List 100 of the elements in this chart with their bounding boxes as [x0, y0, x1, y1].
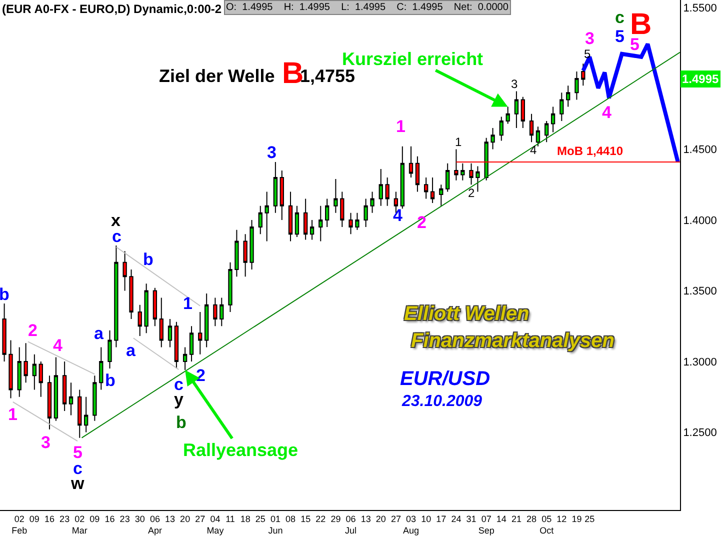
- x-tick-label: 23: [60, 514, 70, 524]
- x-tick-label: 12: [556, 514, 567, 524]
- annotation: 3: [267, 143, 276, 162]
- candlestick: [581, 63, 586, 86]
- x-tick-label: 20: [180, 514, 190, 524]
- candlestick: [520, 96, 525, 129]
- x-tick-label: 03 Aug: [403, 514, 420, 536]
- annotation: Kursziel erreicht: [342, 49, 484, 69]
- candlestick: [114, 244, 118, 348]
- candlestick: [566, 85, 570, 108]
- annotation: Finanzmarktanalysen: [411, 330, 614, 352]
- annotation: x: [111, 211, 121, 230]
- candlestick: [243, 234, 248, 278]
- x-tick-label: 21: [511, 514, 522, 524]
- candlestick: [280, 170, 284, 220]
- candlestick: [574, 70, 579, 100]
- candlestick: [484, 137, 488, 181]
- annotation: c: [615, 8, 624, 27]
- x-tick-label: 30: [134, 514, 145, 524]
- annotation: 3: [41, 433, 50, 452]
- candlestick: [355, 212, 360, 230]
- candlestick: [47, 375, 52, 430]
- candlestick: [138, 304, 142, 336]
- annotation: Rallyeansage: [183, 440, 298, 460]
- candlestick: [273, 161, 278, 214]
- annotation: EUR/USD: [400, 368, 490, 390]
- x-tick-label: 29: [330, 514, 341, 524]
- y-tick-label: 1.4000: [683, 214, 717, 227]
- candlestick: [364, 198, 368, 228]
- candlestick: [550, 106, 556, 133]
- candlestick: [446, 162, 450, 192]
- x-tick-label: 14: [496, 514, 506, 524]
- x-tick-label: 15: [300, 514, 311, 524]
- x-tick-label: 25: [255, 514, 266, 524]
- x-tick-label: 08: [286, 514, 296, 524]
- candlestick: [370, 191, 374, 214]
- annotation: c: [112, 227, 122, 246]
- x-tick-label: 22: [316, 514, 326, 524]
- candlestick: [250, 219, 254, 270]
- x-tick-label: 06 Jul: [345, 514, 357, 536]
- candlestick: [378, 168, 383, 206]
- x-tick-label: 16: [44, 514, 54, 524]
- candlestick: [129, 269, 134, 320]
- candlestick: [536, 126, 540, 147]
- candlestick: [439, 184, 444, 206]
- candlestick: [92, 375, 97, 422]
- annotation: 4: [530, 143, 537, 157]
- candlestick: [430, 177, 435, 204]
- candlestick: [17, 346, 22, 398]
- annotation: 2: [417, 213, 426, 232]
- candlestick: [32, 354, 37, 390]
- text: 1.4995: [682, 72, 720, 86]
- candlestick: [499, 116, 504, 142]
- x-tick-label: 07 Sep: [478, 514, 494, 536]
- x-tick-label: 04 May: [206, 514, 224, 536]
- annotation: 4: [53, 336, 63, 355]
- x-tick-label: 09: [29, 514, 40, 524]
- candlestick: [152, 287, 158, 327]
- candlestick: [506, 106, 510, 124]
- x-tick-label: 10: [421, 514, 432, 524]
- annotation: b: [143, 250, 154, 269]
- candlestick: [99, 346, 104, 390]
- x-tick-label: 20: [376, 514, 386, 524]
- x-tick-label: 27: [195, 514, 206, 524]
- candlestick: [334, 178, 338, 214]
- candlestick: [182, 346, 188, 370]
- x-tick-label: 24: [451, 514, 462, 524]
- candlestick: [544, 120, 549, 143]
- candlestick: [385, 177, 390, 206]
- y-tick-label: 1.3500: [683, 286, 717, 298]
- candlestick: [234, 229, 239, 278]
- candlestick: [325, 198, 330, 228]
- annotation: b: [176, 413, 186, 432]
- candlestick: [168, 318, 172, 348]
- candlestick: [415, 156, 420, 192]
- annotation: 1: [396, 117, 406, 136]
- candlestick: [62, 360, 67, 412]
- x-tick-label: 18: [240, 514, 250, 524]
- candlestick: [8, 340, 13, 399]
- candlestick: [122, 250, 127, 292]
- annotation: 5: [73, 443, 82, 462]
- x-tick-label: 23: [120, 514, 130, 524]
- candlestick: [514, 90, 519, 129]
- candlestick: [220, 297, 224, 327]
- candlestick: [213, 297, 218, 327]
- x-tick-label: 28: [526, 514, 537, 524]
- candlestick: [460, 162, 465, 181]
- annotation: 2: [468, 186, 475, 200]
- candlestick: [68, 382, 74, 416]
- annotation: 3: [585, 29, 594, 48]
- annotation: 3: [511, 77, 518, 91]
- candlestick: [340, 191, 344, 228]
- x-tick-label: 09: [90, 514, 100, 524]
- y-tick-label: 1.4500: [683, 144, 717, 156]
- annotation: 5: [615, 27, 624, 46]
- annotation: 1: [455, 135, 462, 149]
- x-tick-label: 06 Apr: [148, 514, 162, 536]
- x-tick-label: 02 Mar: [72, 514, 88, 536]
- candlestick: [560, 92, 564, 122]
- candlestick: [258, 205, 262, 235]
